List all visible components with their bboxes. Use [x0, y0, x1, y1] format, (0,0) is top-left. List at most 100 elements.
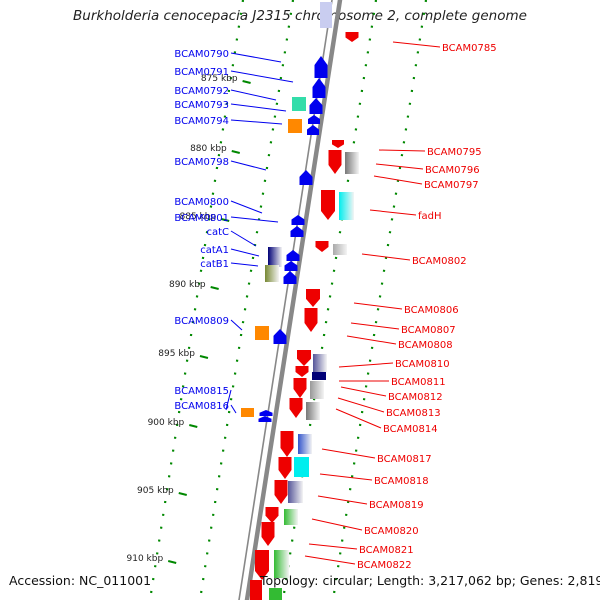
accession-label: Accession: NC_011001 [9, 573, 152, 588]
gene-label-right: BCAM0818 [374, 476, 429, 487]
gene-leader-line [230, 200, 263, 214]
gene-label-left: catB1 [200, 259, 229, 270]
scale-label: 885 kbp [180, 212, 217, 222]
gene-arrow-bcam0798 [299, 170, 313, 185]
gene-arrow-bcam0794 [307, 125, 319, 135]
gene-label-left: BCAM0794 [174, 116, 229, 127]
cog-box-green [274, 550, 289, 578]
gene-label-left: catC [206, 227, 229, 238]
gene-leader-line [361, 253, 411, 261]
cog-box-olive [265, 265, 279, 282]
scale-tick [231, 150, 240, 154]
gene-arrow-bcam0792 [309, 98, 323, 114]
cog-box-orange [255, 326, 269, 340]
gene-label-right: BCAM0808 [398, 340, 453, 351]
gene-leader-line [375, 163, 424, 170]
scale-label: 905 kbp [137, 486, 174, 496]
gene-label-left: BCAM0809 [174, 316, 229, 327]
gene-leader-line [321, 448, 376, 459]
gene-label-right: BCAM0797 [424, 180, 479, 191]
gene-arrow-bcam0820 [265, 507, 279, 523]
scale-label: 880 kbp [190, 144, 227, 154]
gene-leader-line [230, 216, 279, 223]
gene-arrow-bcam0791 [312, 78, 326, 98]
gene-arrow-bcam0816 [258, 416, 272, 422]
cog-box-navy [268, 247, 282, 267]
gene-leader-line [308, 543, 358, 550]
gene-arrow-bcam0821 [261, 522, 275, 546]
gene-leader-line [230, 119, 283, 125]
cog-box-gray [306, 402, 320, 420]
gene-arrow-bcam0815 [259, 410, 273, 416]
gene-label-right: BCAM0807 [401, 325, 456, 336]
gene-label-right: BCAM0785 [442, 43, 497, 54]
gene-arrow-bcam0801 [290, 226, 304, 237]
gene-label-right: BCAM0812 [388, 392, 443, 403]
gene-leader-line [230, 70, 294, 83]
gene-leader-line [369, 209, 417, 216]
scale-tick [178, 492, 187, 496]
gene-leader-line [338, 362, 394, 368]
gene-label-left: BCAM0801 [174, 213, 229, 224]
cog-box-teal [292, 97, 306, 111]
gene-leader-line [230, 52, 282, 63]
gene-leader-line [392, 41, 441, 48]
gene-arrow-bcam0800 [291, 215, 305, 225]
gene-arrow-bcam0796 [328, 150, 342, 174]
cog-box-gray [310, 381, 324, 399]
gene-label-right: BCAM0813 [386, 408, 441, 419]
scale-tick [167, 560, 177, 564]
scale-tick [199, 355, 209, 359]
gene-arrow-bcam0807 [304, 308, 318, 332]
gene-leader-line [337, 397, 385, 413]
gene-arrow-bcam0806 [306, 289, 320, 307]
cog-box-green [269, 588, 282, 600]
cog-box-cyan [294, 457, 309, 477]
gene-leader-line [350, 322, 400, 330]
gene-arrow-cata1 [284, 261, 298, 271]
scale-label: 890 kbp [169, 280, 206, 290]
gene-arrow-bcam0793 [308, 115, 320, 124]
gene-leader-line [340, 386, 387, 397]
gene-label-right: BCAM0821 [359, 545, 414, 556]
gene-leader-line [335, 408, 382, 429]
cog-box-slate [313, 354, 327, 372]
cog-box-cyan [339, 192, 354, 220]
gene-arrow-bcam0802 [315, 241, 329, 252]
gene-label-right: BCAM0810 [395, 359, 450, 370]
gene-leader-line [230, 404, 237, 414]
scale-label: 910 kbp [127, 554, 164, 564]
gene-arrow-bcam0819 [274, 480, 288, 504]
gene-leader-line [225, 389, 232, 411]
gene-leader-line [311, 518, 363, 531]
cog-box-slate [288, 481, 303, 503]
gene-leader-line [230, 160, 267, 171]
gene-leader-line [373, 175, 423, 185]
gene-arrow-bcam0822 [255, 550, 269, 580]
gene-label-left: BCAM0798 [174, 157, 229, 168]
gene-leader-line [353, 302, 403, 310]
gene-arrow-bcam0795 [332, 140, 344, 148]
gene-arrow-bcam0790 [314, 56, 328, 78]
cog-box-green [284, 509, 298, 525]
gene-arrow-bcam0817 [280, 431, 294, 457]
gene-leader-line [230, 248, 260, 257]
gene-label-right: fadH [418, 211, 442, 222]
gene-leader-line [230, 89, 277, 101]
cog-box-blue [298, 434, 312, 454]
gene-label-left: BCAM0793 [174, 100, 229, 111]
gene-arrow-bcam0811 [293, 378, 307, 398]
cog-box-orange [241, 408, 254, 417]
gene-leader-line [346, 335, 397, 345]
gene-arrow-bcam0810 [295, 366, 309, 377]
gene-leader-line [230, 262, 259, 267]
gene-leader-line [230, 103, 287, 112]
gene-label-right: BCAM0814 [383, 424, 438, 435]
gene-segment-bottom [250, 580, 262, 600]
gene-arrow-bcam0818 [278, 457, 292, 479]
gene-label-right: BCAM0802 [412, 256, 467, 267]
topology-summary: Topology: circular; Length: 3,217,062 bp… [260, 573, 600, 588]
map-title: Burkholderia cenocepacia J2315 chromosom… [73, 8, 527, 24]
